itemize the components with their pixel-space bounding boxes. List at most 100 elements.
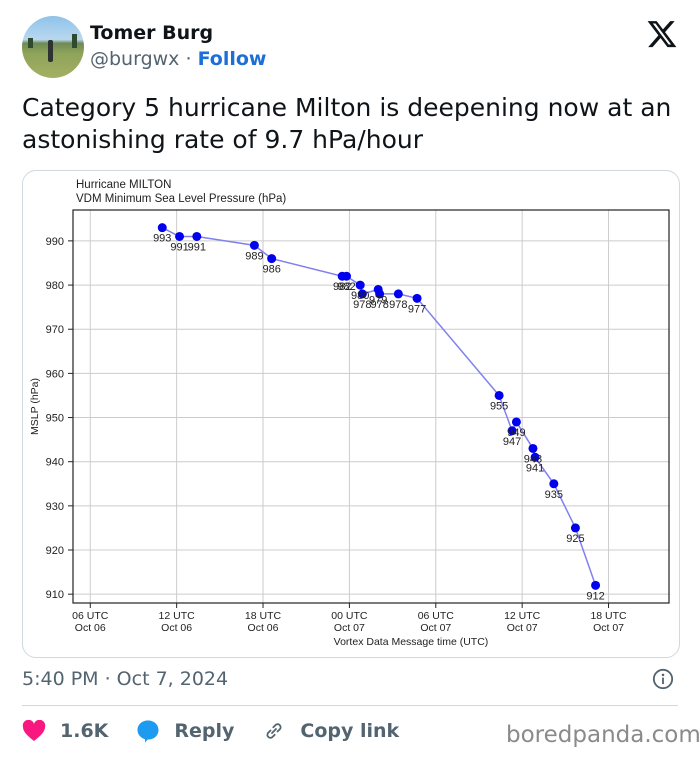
- data-label: 991: [170, 241, 188, 253]
- data-label: 991: [188, 241, 206, 253]
- y-axis: 910 920 930 940 950 960 970 980 990: [46, 236, 73, 601]
- data-point: [591, 580, 601, 590]
- data-label: 912: [586, 590, 604, 602]
- avatar-tree: [28, 38, 33, 48]
- data-label: 993: [153, 233, 171, 245]
- y-tick-label: 970: [46, 324, 64, 336]
- data-point: [175, 231, 185, 241]
- chart-title: Hurricane MILTON: [76, 179, 171, 191]
- separator: ·: [185, 48, 192, 70]
- data-point: [267, 254, 277, 264]
- data-label: 949: [507, 427, 525, 439]
- data-point: [530, 452, 540, 462]
- data-label: 978: [389, 299, 407, 311]
- avatar-tree: [72, 34, 77, 48]
- y-tick-label: 910: [46, 589, 64, 601]
- data-label: 925: [566, 533, 584, 545]
- like-button[interactable]: 1.6K: [22, 720, 108, 742]
- data-point: [355, 280, 365, 290]
- x-tick-label: Oct 06: [75, 622, 106, 634]
- x-tick-label: 00 UTC: [331, 610, 368, 622]
- data-label: 947: [503, 436, 521, 448]
- tweet-text: Category 5 hurricane Milton is deepening…: [22, 93, 672, 154]
- y-tick-label: 920: [46, 545, 64, 557]
- data-label: 978: [370, 299, 388, 311]
- chart-card[interactable]: Hurricane MILTON VDM Minimum Sea Level P…: [22, 170, 680, 658]
- y-tick-label: 930: [46, 501, 64, 513]
- chart-subtitle: VDM Minimum Sea Level Pressure (hPa): [76, 193, 286, 205]
- action-bar: 1.6K Reply Copy link: [22, 716, 427, 746]
- reply-label: Reply: [174, 720, 235, 742]
- copy-link-button[interactable]: Copy link: [262, 719, 399, 743]
- y-tick-label: 960: [46, 368, 64, 380]
- y-tick-label: 980: [46, 280, 64, 292]
- data-label: 935: [545, 489, 563, 501]
- data-point: [511, 417, 521, 427]
- data-point: [342, 271, 352, 281]
- x-tick-label: 18 UTC: [590, 610, 627, 622]
- data-label: 980: [351, 290, 369, 302]
- avatar-person: [48, 40, 53, 62]
- author-name[interactable]: Tomer Burg: [90, 22, 214, 44]
- link-icon: [266, 723, 282, 739]
- data-label: 982: [337, 281, 355, 293]
- x-axis-label: Vortex Data Message time (UTC): [334, 636, 489, 648]
- data-label: 977: [408, 303, 426, 315]
- info-icon[interactable]: [652, 668, 674, 690]
- watermark: boredpanda.com: [506, 722, 700, 748]
- data-label: 943: [524, 453, 542, 465]
- data-point: [357, 289, 367, 299]
- like-count: 1.6K: [60, 720, 109, 742]
- data-point: [192, 231, 202, 241]
- data-label: 989: [245, 250, 263, 262]
- data-point: [570, 523, 580, 533]
- data-point: [549, 479, 559, 489]
- x-tick-label: 12 UTC: [159, 610, 196, 622]
- y-tick-label: 990: [46, 236, 64, 248]
- data-label: 978: [353, 299, 371, 311]
- data-label: 982: [333, 281, 351, 293]
- x-tick-label: Oct 06: [248, 622, 279, 634]
- data-point: [393, 289, 403, 299]
- x-tick-label: 18 UTC: [245, 610, 282, 622]
- data-label: 979: [369, 294, 387, 306]
- data-label: 941: [526, 462, 544, 474]
- x-tick-label: Oct 07: [334, 622, 365, 634]
- x-tick-label: 12 UTC: [504, 610, 541, 622]
- data-point: [528, 443, 538, 453]
- follow-button[interactable]: Follow: [197, 48, 267, 70]
- x-tick-label: Oct 07: [507, 622, 538, 634]
- y-tick-label: 940: [46, 457, 64, 469]
- divider: [22, 705, 678, 706]
- tweet-timestamp[interactable]: 5:40 PM · Oct 7, 2024: [22, 668, 229, 690]
- x-tick-label: Oct 06: [161, 622, 192, 634]
- x-tick-label: Oct 07: [420, 622, 451, 634]
- data-point: [375, 289, 385, 299]
- pressure-chart: Hurricane MILTON VDM Minimum Sea Level P…: [29, 179, 670, 648]
- x-logo-icon[interactable]: [646, 18, 678, 50]
- series-line: [161, 226, 597, 586]
- author-handle[interactable]: @burgwx: [90, 48, 180, 70]
- reply-button[interactable]: Reply: [136, 719, 234, 743]
- x-tick-label: 06 UTC: [418, 610, 455, 622]
- data-point: [249, 240, 259, 250]
- data-point: [507, 426, 517, 436]
- data-point: [412, 293, 422, 303]
- y-axis-label: MSLP (hPa): [29, 378, 41, 435]
- data-label: 955: [490, 400, 508, 412]
- data-point: [494, 390, 504, 400]
- data-label: 986: [262, 264, 280, 276]
- y-tick-label: 950: [46, 413, 64, 425]
- speech-bubble-icon: [137, 720, 159, 743]
- grid: [73, 210, 669, 603]
- heart-icon: [22, 720, 46, 741]
- copy-link-label: Copy link: [300, 720, 400, 742]
- x-tick-label: Oct 07: [593, 622, 624, 634]
- data-point: [157, 223, 167, 233]
- plot-frame: [72, 209, 670, 604]
- x-tick-label: 06 UTC: [72, 610, 109, 622]
- avatar[interactable]: [22, 16, 84, 78]
- author-handle-row: @burgwx · Follow: [90, 48, 266, 70]
